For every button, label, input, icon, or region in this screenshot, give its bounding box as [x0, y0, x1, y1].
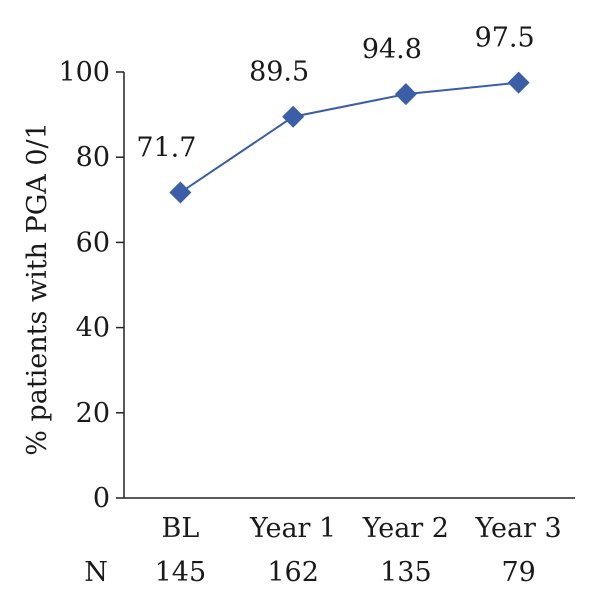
n-value: 145	[155, 557, 207, 588]
data-label: 94.8	[362, 34, 422, 65]
data-label: 89.5	[249, 57, 309, 88]
axes	[123, 72, 575, 499]
n-value: 135	[380, 557, 432, 588]
x-tick-label: BL	[161, 513, 199, 544]
y-tick-label: 20	[76, 398, 110, 429]
n-row: N 145 162 135 79	[84, 557, 536, 588]
data-label: 97.5	[475, 23, 535, 54]
y-tick-label: 40	[76, 313, 110, 344]
y-tick-label: 100	[58, 57, 110, 88]
x-tick-label: Year 3	[475, 513, 562, 544]
data-point-marker	[169, 181, 192, 204]
series: 71.7 89.5 94.8 97.5	[136, 23, 535, 204]
y-ticks: 0 20 40 60 80 100	[58, 57, 124, 514]
data-point-marker	[394, 83, 417, 106]
y-tick-label: 60	[76, 227, 110, 258]
n-value: 79	[501, 557, 535, 588]
n-value: 162	[267, 557, 319, 588]
x-tick-labels: BL Year 1 Year 2 Year 3	[161, 513, 561, 544]
x-tick-label: Year 1	[249, 513, 336, 544]
y-tick-label: 80	[76, 142, 110, 173]
n-row-title: N	[84, 557, 108, 588]
series-line	[179, 81, 519, 194]
y-tick-label: 0	[93, 483, 110, 514]
data-label: 71.7	[136, 133, 196, 164]
x-tick-label: Year 2	[362, 513, 449, 544]
data-point-marker	[507, 71, 530, 94]
y-axis-title: % patients with PGA 0/1	[22, 122, 53, 456]
data-point-marker	[282, 105, 305, 128]
